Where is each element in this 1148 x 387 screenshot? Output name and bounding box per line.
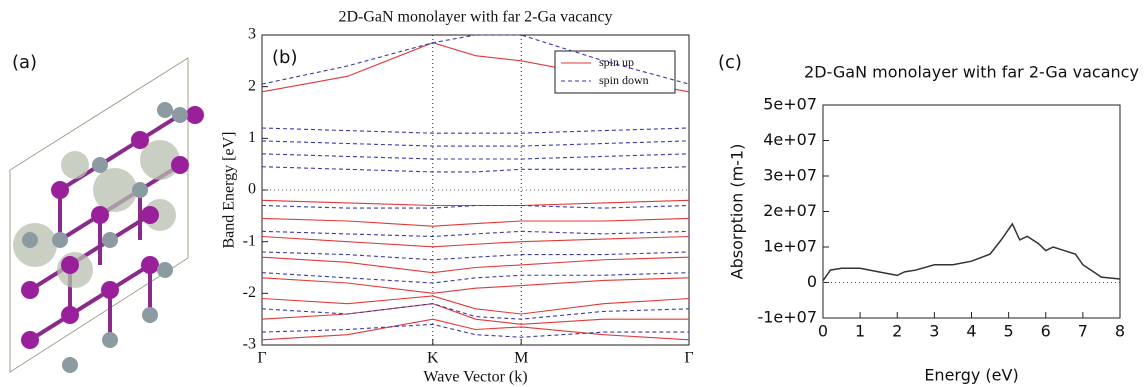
x-tick-label: 7: [1078, 322, 1088, 341]
band-line: [262, 278, 689, 294]
band-line: [262, 304, 689, 325]
y-tick-label: 0: [807, 272, 817, 291]
y-axis-label: Band Energy [eV]: [221, 132, 238, 249]
panel-label: (c): [718, 52, 742, 73]
band-line: [262, 167, 689, 172]
y-tick-label: 0: [248, 181, 256, 198]
legend-label: spin down: [599, 73, 649, 87]
y-axis-label: Absorption (m-1): [728, 144, 747, 280]
x-tick-label: 1: [855, 322, 865, 341]
structure-image: [10, 58, 204, 373]
y-tick-label: -3: [243, 336, 256, 353]
x-tick-label: 8: [1115, 322, 1125, 341]
x-tick-label: M: [514, 350, 528, 367]
y-tick-label: 3: [248, 26, 256, 43]
x-tick-label: 3: [929, 322, 939, 341]
chart-title: 2D-GaN monolayer with far 2-Ga vacancy: [804, 63, 1139, 82]
y-tick-label: -2: [243, 284, 256, 301]
x-tick-label: 6: [1041, 322, 1051, 341]
legend-label: spin up: [599, 55, 634, 69]
y-tick-label: 5e+07: [763, 95, 817, 114]
x-tick-label: K: [427, 350, 439, 367]
x-tick-label: 2: [892, 322, 902, 341]
band-line: [262, 141, 689, 146]
y-tick-label: -1e+07: [757, 308, 817, 327]
band-line: [262, 324, 689, 337]
y-tick-label: 4e+07: [763, 130, 817, 149]
y-tick-label: 2: [248, 77, 256, 94]
band-line: [262, 319, 689, 340]
x-tick-label: 5: [1004, 322, 1014, 341]
x-tick-label: 0: [818, 322, 828, 341]
x-tick-label: Γ: [257, 350, 266, 367]
y-tick-label: 3e+07: [763, 166, 817, 185]
band-line: [262, 231, 689, 236]
x-tick-label: 4: [966, 322, 976, 341]
x-axis-label: Energy (eV): [924, 366, 1018, 385]
band-line: [262, 237, 689, 247]
chart-title: 2D-GaN monolayer with far 2-Ga vacancy: [338, 9, 612, 26]
panel-label: (b): [272, 47, 297, 68]
figure: (a) (b) (c) 2D-GaN monolayer with far 2-…: [0, 0, 1148, 387]
y-tick-label: -1: [243, 232, 256, 249]
y-tick-label: 1: [248, 129, 256, 146]
band-line: [262, 128, 689, 133]
band-line: [262, 154, 689, 159]
y-tick-label: 2e+07: [763, 201, 817, 220]
band-line: [262, 257, 689, 273]
band-line: [262, 218, 689, 226]
panel-label: (a): [12, 52, 37, 73]
x-tick-label: Γ: [684, 350, 693, 367]
absorption-line: [823, 224, 1120, 281]
y-tick-label: 1e+07: [763, 237, 817, 256]
band-line: [262, 206, 689, 209]
x-axis-label: Wave Vector (k): [423, 369, 527, 386]
band-line: [262, 200, 689, 205]
band-line: [262, 304, 689, 320]
plot-frame: [823, 105, 1120, 318]
